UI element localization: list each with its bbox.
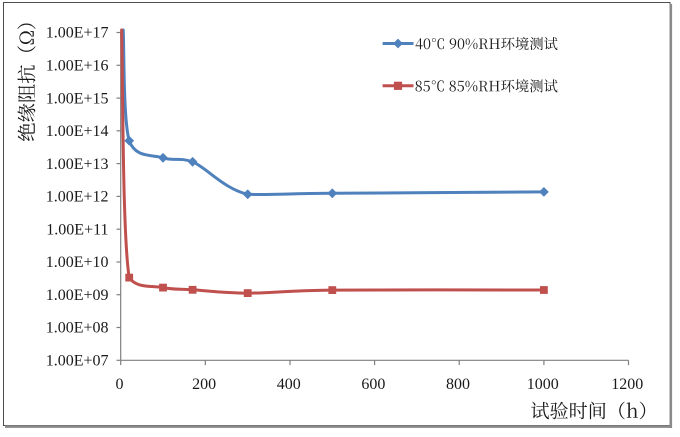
- svg-text:1.00E+17: 1.00E+17: [46, 25, 109, 42]
- svg-text:1.00E+09: 1.00E+09: [46, 287, 109, 304]
- svg-text:1.00E+12: 1.00E+12: [46, 189, 109, 206]
- svg-text:0: 0: [116, 376, 124, 393]
- svg-text:1.00E+14: 1.00E+14: [46, 123, 109, 140]
- svg-text:1.00E+07: 1.00E+07: [46, 353, 109, 370]
- svg-text:1.00E+10: 1.00E+10: [46, 254, 109, 271]
- svg-text:1.00E+11: 1.00E+11: [46, 221, 108, 238]
- svg-text:1200: 1200: [611, 376, 643, 393]
- svg-text:800: 800: [446, 376, 470, 393]
- svg-text:1.00E+08: 1.00E+08: [46, 320, 109, 337]
- svg-text:1000: 1000: [527, 376, 559, 393]
- svg-text:1.00E+15: 1.00E+15: [46, 90, 109, 107]
- svg-text:400: 400: [277, 376, 301, 393]
- svg-text:600: 600: [361, 376, 385, 393]
- svg-text:1.00E+16: 1.00E+16: [46, 58, 109, 75]
- svg-text:1.00E+13: 1.00E+13: [46, 156, 109, 173]
- svg-text:200: 200: [192, 376, 216, 393]
